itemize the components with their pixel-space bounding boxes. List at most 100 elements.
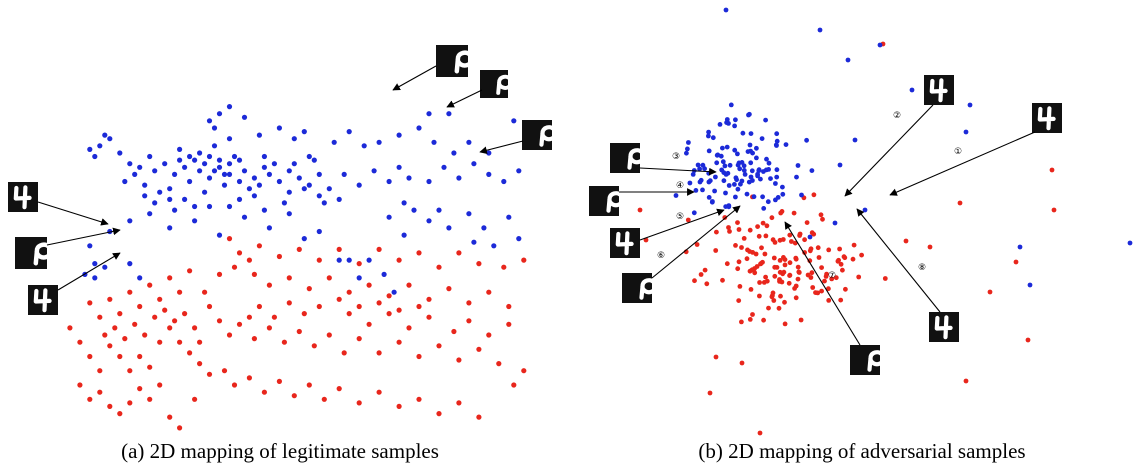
blue-point-a <box>327 186 332 191</box>
inset-a-1 <box>436 45 472 77</box>
blue-point-a <box>402 233 407 238</box>
blue-point-a <box>187 154 192 159</box>
arrow-a-4 <box>38 202 108 224</box>
blue-point-a <box>436 208 441 213</box>
blue-point-b <box>723 164 728 169</box>
blue-point-b <box>736 163 741 168</box>
blue-point-b <box>968 103 973 108</box>
blue-point-a <box>227 172 232 177</box>
blue-point-b <box>719 168 724 173</box>
red-point-a <box>357 304 362 309</box>
red-point-a <box>232 382 237 387</box>
blue-point-b <box>804 138 809 143</box>
red-point-a <box>506 304 511 309</box>
blue-point-b <box>964 130 969 135</box>
red-point-a <box>247 315 252 320</box>
blue-point-a <box>406 175 411 180</box>
red-point-b <box>775 265 780 270</box>
blue-point-a <box>486 172 491 177</box>
step-marker-5: ⑤ <box>676 212 684 222</box>
red-point-b <box>809 246 814 251</box>
red-point-a <box>521 258 526 263</box>
digit-thumbnail-bg <box>15 237 47 269</box>
red-point-a <box>87 300 92 305</box>
red-point-a <box>117 411 122 416</box>
red-point-a <box>337 297 342 302</box>
red-point-b <box>726 225 731 230</box>
red-point-a <box>486 290 491 295</box>
red-point-b <box>1050 168 1055 173</box>
blue-point-b <box>760 194 765 199</box>
blue-point-b <box>688 181 693 186</box>
blue-point-a <box>446 111 451 116</box>
red-point-a <box>137 386 142 391</box>
red-point-a <box>456 400 461 405</box>
red-point-a <box>476 415 481 420</box>
red-point-b <box>772 274 777 279</box>
red-point-b <box>757 294 762 299</box>
blue-point-b <box>863 208 868 213</box>
blue-point-a <box>392 290 397 295</box>
red-point-a <box>406 325 411 330</box>
blue-point-b <box>713 175 718 180</box>
red-point-b <box>745 256 750 261</box>
inset-b-7 <box>850 345 884 375</box>
blue-point-a <box>377 140 382 145</box>
red-point-a <box>416 354 421 359</box>
inset-b-2 <box>1032 103 1062 133</box>
blue-point-b <box>712 189 717 194</box>
red-point-b <box>771 298 776 303</box>
red-point-a <box>117 311 122 316</box>
red-point-a <box>207 304 212 309</box>
blue-point-b <box>733 117 738 122</box>
blue-point-a <box>362 143 367 148</box>
red-point-b <box>778 294 783 299</box>
inset-a-6 <box>28 285 58 315</box>
red-point-b <box>826 248 831 253</box>
red-point-a <box>307 382 312 387</box>
red-point-a <box>127 400 132 405</box>
red-point-a <box>87 354 92 359</box>
blue-point-a <box>182 165 187 170</box>
blue-point-a <box>147 154 152 159</box>
red-point-a <box>202 290 207 295</box>
blue-point-a <box>307 183 312 188</box>
red-point-a <box>377 390 382 395</box>
blue-point-b <box>766 199 771 204</box>
blue-point-a <box>192 204 197 209</box>
blue-point-b <box>853 138 858 143</box>
red-point-b <box>766 306 771 311</box>
red-point-a <box>102 332 107 337</box>
blue-point-a <box>117 150 122 155</box>
red-point-a <box>282 340 287 345</box>
red-point-b <box>840 268 845 273</box>
inset-b-4 <box>589 186 623 216</box>
blue-point-a <box>97 143 102 148</box>
red-point-a <box>406 283 411 288</box>
blue-point-a <box>152 168 157 173</box>
blue-point-b <box>755 174 760 179</box>
red-point-a <box>466 300 471 305</box>
blue-point-a <box>277 125 282 130</box>
blue-point-a <box>92 154 97 159</box>
blue-point-a <box>287 211 292 216</box>
blue-point-b <box>692 210 697 215</box>
red-point-a <box>302 311 307 316</box>
red-point-b <box>763 275 768 280</box>
red-point-b <box>1026 338 1031 343</box>
blue-point-a <box>367 258 372 263</box>
blue-point-a <box>132 172 137 177</box>
red-point-b <box>778 258 783 263</box>
red-point-a <box>416 397 421 402</box>
blue-point-a <box>486 150 491 155</box>
red-point-b <box>714 355 719 360</box>
red-point-a <box>217 318 222 323</box>
blue-point-a <box>192 158 197 163</box>
digit-thumbnail-bg <box>589 186 619 216</box>
blue-point-b <box>756 168 761 173</box>
red-point-a <box>122 336 127 341</box>
blue-point-a <box>317 229 322 234</box>
red-point-b <box>817 255 822 260</box>
blue-point-b <box>725 145 730 150</box>
